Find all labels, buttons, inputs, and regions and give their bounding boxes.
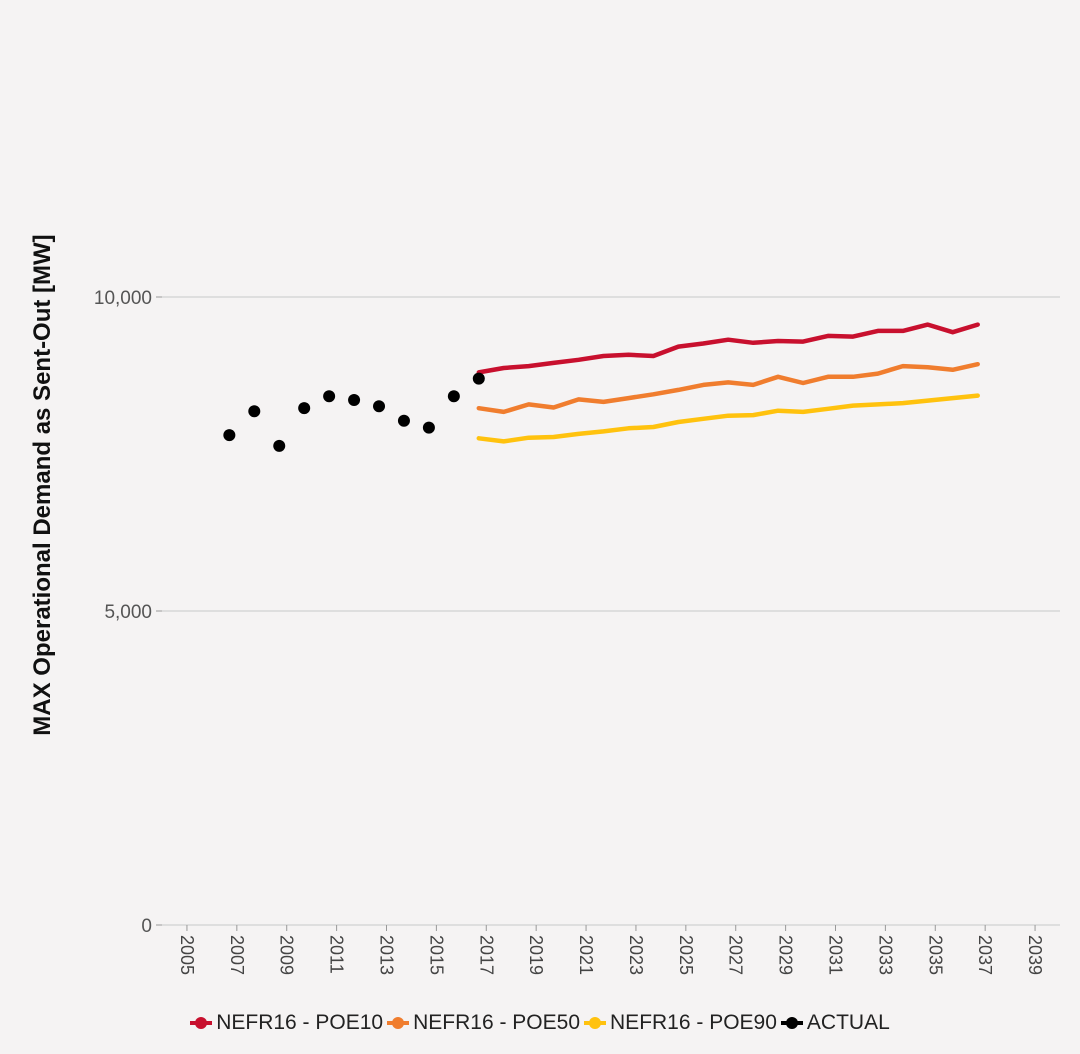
x-tick-label: 2037 [975,935,995,975]
legend-label-poe50: NEFR16 - POE50 [413,1011,581,1034]
actual-point [248,405,261,418]
x-tick-label: 2033 [875,935,895,975]
legend-key-poe10 [190,1016,213,1030]
x-tick-label: 2031 [826,935,846,975]
actual-point [298,402,311,415]
y-axis-ticks: 0 5,000 10,000 [94,288,162,937]
actual-point [348,393,361,406]
y-tick-label: 10,000 [94,288,152,309]
x-tick-label: 2007 [227,935,247,975]
chart-svg: 0 5,000 10,000 2005 2007 2009 2011 2013 2015 201… [29,234,1060,975]
legend-key-actual [780,1016,803,1030]
gridlines [162,296,1060,926]
x-tick-label: 2017 [476,935,496,975]
x-tick-label: 2009 [277,935,297,975]
y-tick-label: 5,000 [104,602,152,623]
legend-item-poe50[interactable]: NEFR16 - POE50 [387,1011,580,1035]
x-tick-label: 2021 [576,935,596,975]
x-axis-ticks: 2005 2007 2009 2011 2013 2015 2017 2019 2021 2023… [177,925,1045,975]
y-tick-label: 0 [141,916,152,937]
y-axis-label: MAX Operational Demand as Sent-Out [MW] [29,234,56,735]
actual-point [223,429,236,442]
x-tick-label: 2035 [925,935,945,975]
x-tick-label: 2015 [426,935,446,975]
series-line-2 [476,393,980,444]
legend-item-poe10[interactable]: NEFR16 - POE10 [190,1011,383,1035]
x-tick-label: 2025 [676,935,696,975]
legend-item-poe90[interactable]: NEFR16 - POE90 [584,1011,777,1035]
x-tick-label: 2023 [626,935,646,975]
legend: NEFR16 - POE10 NEFR16 - POE50 NEFR16 - P… [0,1011,1080,1035]
x-tick-label: 2011 [327,935,347,974]
actual-point [472,372,485,385]
legend-item-actual[interactable]: ACTUAL [780,1011,890,1035]
actual-point [323,390,336,403]
series-layer [223,322,980,452]
legend-label-poe10: NEFR16 - POE10 [216,1011,384,1034]
legend-label-actual: ACTUAL [806,1011,890,1034]
actual-point [373,400,386,413]
actual-point [397,414,410,427]
legend-label-poe90: NEFR16 - POE90 [610,1011,777,1034]
series-line-1 [476,361,980,415]
x-tick-label: 2027 [726,935,746,975]
legend-key-poe50 [387,1016,410,1030]
x-tick-label: 2019 [526,935,546,975]
series-line-0 [476,322,980,375]
actual-point [447,390,460,403]
x-tick-label: 2005 [177,935,197,975]
x-tick-label: 2029 [776,935,796,975]
actual-point [273,439,286,452]
x-tick-label: 2039 [1025,935,1045,975]
legend-key-poe90 [584,1016,607,1030]
x-tick-label: 2013 [377,935,397,975]
actual-point [422,421,435,434]
